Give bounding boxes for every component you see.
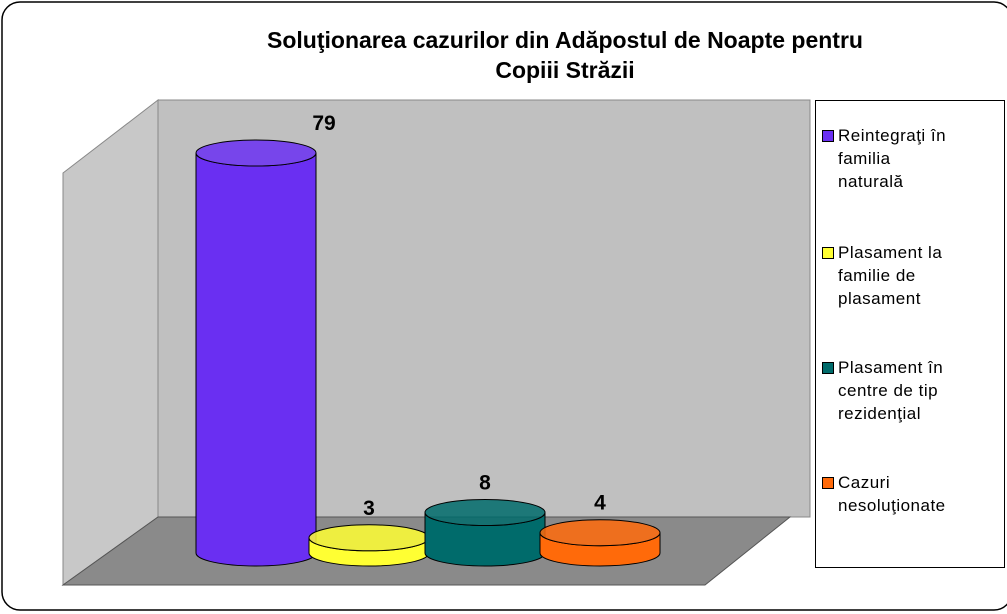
legend-entry: Plasament în centre de tip rezidenţial [822, 356, 1002, 425]
cylinder [195, 152, 317, 567]
legend-entry: Plasament la familie de plasament [822, 241, 1002, 310]
chart-title: Soluţionarea cazurilor din Adăpostul de … [267, 27, 863, 53]
legend-label: Plasament la familie de plasament [838, 243, 943, 308]
legend-label: Plasament în centre de tip rezidenţial [838, 358, 944, 423]
side-wall [62, 98, 159, 586]
legend-entry: Cazuri nesoluţionate [822, 471, 1002, 517]
legend-swatch [822, 130, 834, 142]
value-label: 79 [312, 112, 335, 135]
value-label: 4 [594, 492, 606, 515]
legend-entry: Reintegraţi în familia naturală [822, 124, 1002, 193]
legend-swatch [822, 477, 834, 489]
legend-swatch [822, 247, 834, 259]
legend: Reintegraţi în familia naturală Plasament… [815, 100, 1005, 568]
cylinder-top [539, 519, 661, 547]
value-label: 3 [363, 497, 375, 520]
legend-swatch [822, 362, 834, 374]
cylinder-top [308, 524, 430, 552]
cylinder-top [195, 139, 317, 167]
legend-label: Cazuri nesoluţionate [838, 473, 946, 515]
legend-label: Reintegraţi în familia naturală [838, 126, 947, 191]
value-label: 8 [479, 471, 491, 494]
chart-title: Copiii Străzii [495, 57, 634, 83]
cylinder-top [424, 498, 546, 526]
